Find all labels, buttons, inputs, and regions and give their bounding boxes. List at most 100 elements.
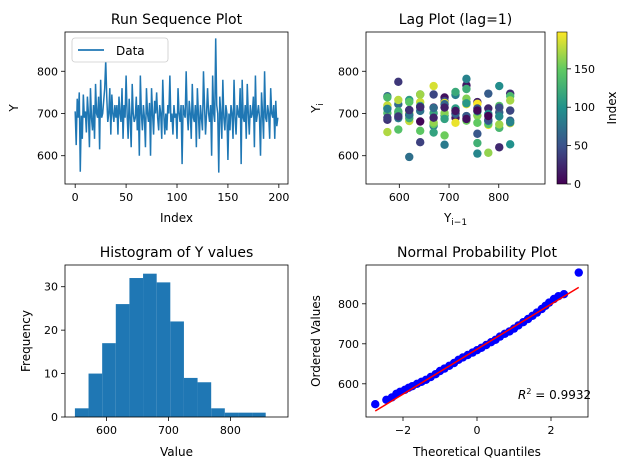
probability-plot-ytick-label-2: 800 xyxy=(338,298,359,311)
lag-point-114 xyxy=(473,106,482,115)
histogram-ytick-label-3: 30 xyxy=(44,281,58,294)
histogram-bar-2 xyxy=(102,343,116,417)
probability-plot-xtick-label-0: −2 xyxy=(395,424,411,437)
lag-point-71 xyxy=(394,95,403,105)
probability-plot-ylabel: Ordered Values xyxy=(309,295,323,387)
lag-plot-axes-frame xyxy=(365,31,546,185)
run-sequence-title: Run Sequence Plot xyxy=(111,12,243,28)
lag-point-115 xyxy=(484,111,493,121)
lag-point-19 xyxy=(484,89,493,98)
lag-point-92 xyxy=(495,112,504,121)
probability-plot-xtick-label-1: 0 xyxy=(474,424,481,437)
probability-plot-ytick-label-0: 600 xyxy=(338,378,359,391)
lag-point-58 xyxy=(383,127,392,137)
probability-fit-line xyxy=(374,286,580,412)
colorbar-tick-label-2: 100 xyxy=(574,101,595,114)
histogram-bar-5 xyxy=(143,273,157,417)
lag-point-73 xyxy=(415,90,425,99)
histogram-bar-13 xyxy=(252,412,266,417)
probability-point-41 xyxy=(574,268,583,277)
run-sequence-axes-frame xyxy=(64,31,289,185)
lag-plot-ytick-label-2: 800 xyxy=(338,65,359,78)
lag-point-93 xyxy=(505,118,515,127)
lag-point-62 xyxy=(429,81,438,91)
lag-point-87 xyxy=(440,114,449,124)
run-sequence-xtick-label-4: 200 xyxy=(268,191,289,204)
probability-plot-ytick-label-1: 700 xyxy=(338,338,359,351)
lag-point-56 xyxy=(495,120,504,129)
histogram-xlabel: Value xyxy=(160,445,193,459)
run-sequence-xtick-label-0: 0 xyxy=(72,191,79,204)
colorbar-gradient xyxy=(556,31,568,185)
run-sequence-xtick-label-2: 100 xyxy=(167,191,188,204)
histogram-panel: Histogram of Y values 600 700 800 0 10 20 30 V… xyxy=(19,245,289,459)
histogram-ylabel: Frequency xyxy=(19,310,33,372)
lag-plot-panel: Lag Plot (lag=1) 600 700 800 600 700 800 Yi−1… xyxy=(309,12,619,228)
lag-point-64 xyxy=(451,118,460,127)
colorbar-tick-label-0: 0 xyxy=(574,178,581,191)
run-sequence-xtick-label-3: 150 xyxy=(217,191,238,204)
lag-point-13 xyxy=(415,138,425,147)
legend-label-data: Data xyxy=(116,44,145,58)
lag-point-8 xyxy=(495,143,504,152)
lag-point-24 xyxy=(405,152,414,162)
histogram-bar-10 xyxy=(211,408,225,417)
lag-point-18 xyxy=(473,129,482,138)
r-squared-annotation: R2 = 0.9932 xyxy=(518,387,591,402)
lag-plot-ytick-label-1: 700 xyxy=(338,107,359,120)
histogram-ytick-label-2: 20 xyxy=(44,324,58,337)
histogram-ytick-label-1: 10 xyxy=(44,368,58,381)
run-sequence-ylabel: Y xyxy=(7,104,21,113)
histogram-bar-6 xyxy=(156,282,171,417)
run-sequence-ytick-label-0: 600 xyxy=(37,150,58,163)
lag-point-40 xyxy=(451,87,460,97)
run-sequence-ticks: 0 50 100 150 200 600 700 800 xyxy=(37,65,289,204)
lag-plot-xlabel: Yi−1 xyxy=(443,211,467,228)
lag-point-105 xyxy=(505,106,515,115)
lag-plot-xtick-label-1: 700 xyxy=(439,191,460,204)
run-sequence-marks xyxy=(74,38,279,173)
histogram-ytick-label-0: 0 xyxy=(51,411,58,424)
lag-plot-xtick-label-0: 600 xyxy=(389,191,410,204)
lag-point-57 xyxy=(505,96,515,105)
histogram-xtick-label-1: 700 xyxy=(158,424,179,437)
run-sequence-ytick-label-1: 700 xyxy=(37,107,58,120)
lag-point-11 xyxy=(394,77,403,87)
run-sequence-legend: Data xyxy=(71,37,169,63)
lag-point-106 xyxy=(383,113,392,122)
lag-point-49 xyxy=(415,126,425,135)
lag-plot-title: Lag Plot (lag=1) xyxy=(399,12,512,28)
histogram-bar-1 xyxy=(88,373,103,417)
lag-point-89 xyxy=(462,99,471,108)
lag-point-113 xyxy=(462,114,471,124)
lag-point-42 xyxy=(473,138,482,148)
colorbar-tick-label-3: 150 xyxy=(574,63,595,76)
run-sequence-xlabel: Index xyxy=(160,211,193,225)
lag-point-14 xyxy=(429,90,438,99)
run-sequence-xtick-label-1: 50 xyxy=(119,191,133,204)
probability-point-40 xyxy=(559,290,569,299)
lag-point-98 xyxy=(429,103,438,113)
lag-point-47 xyxy=(394,125,403,134)
lag-point-33 xyxy=(505,140,515,149)
lag-point-32 xyxy=(495,81,504,91)
lag-point-107 xyxy=(394,112,403,121)
probability-plot-panel: Normal Probability Plot −2 0 2 600 700 800 Th… xyxy=(309,245,591,459)
lag-plot-marks xyxy=(383,74,515,162)
run-sequence-ytick-label-2: 800 xyxy=(37,65,58,78)
histogram-bar-11 xyxy=(224,412,239,417)
lag-point-27 xyxy=(440,140,449,149)
colorbar-ticks: 0 50 100 150 xyxy=(567,63,595,191)
colorbar-label: Index xyxy=(605,91,619,124)
lag-point-51 xyxy=(440,131,449,140)
lag-point-109 xyxy=(415,102,425,112)
lag-point-30 xyxy=(473,149,482,158)
lag-plot-ylabel: Yi xyxy=(309,103,326,114)
lag-point-1 xyxy=(415,117,425,126)
histogram-ticks: 600 700 800 0 10 20 30 xyxy=(44,281,241,437)
lag-point-108 xyxy=(405,105,414,115)
lag-point-110 xyxy=(429,113,438,122)
histogram-bar-3 xyxy=(115,304,130,417)
lag-point-48 xyxy=(405,97,414,107)
